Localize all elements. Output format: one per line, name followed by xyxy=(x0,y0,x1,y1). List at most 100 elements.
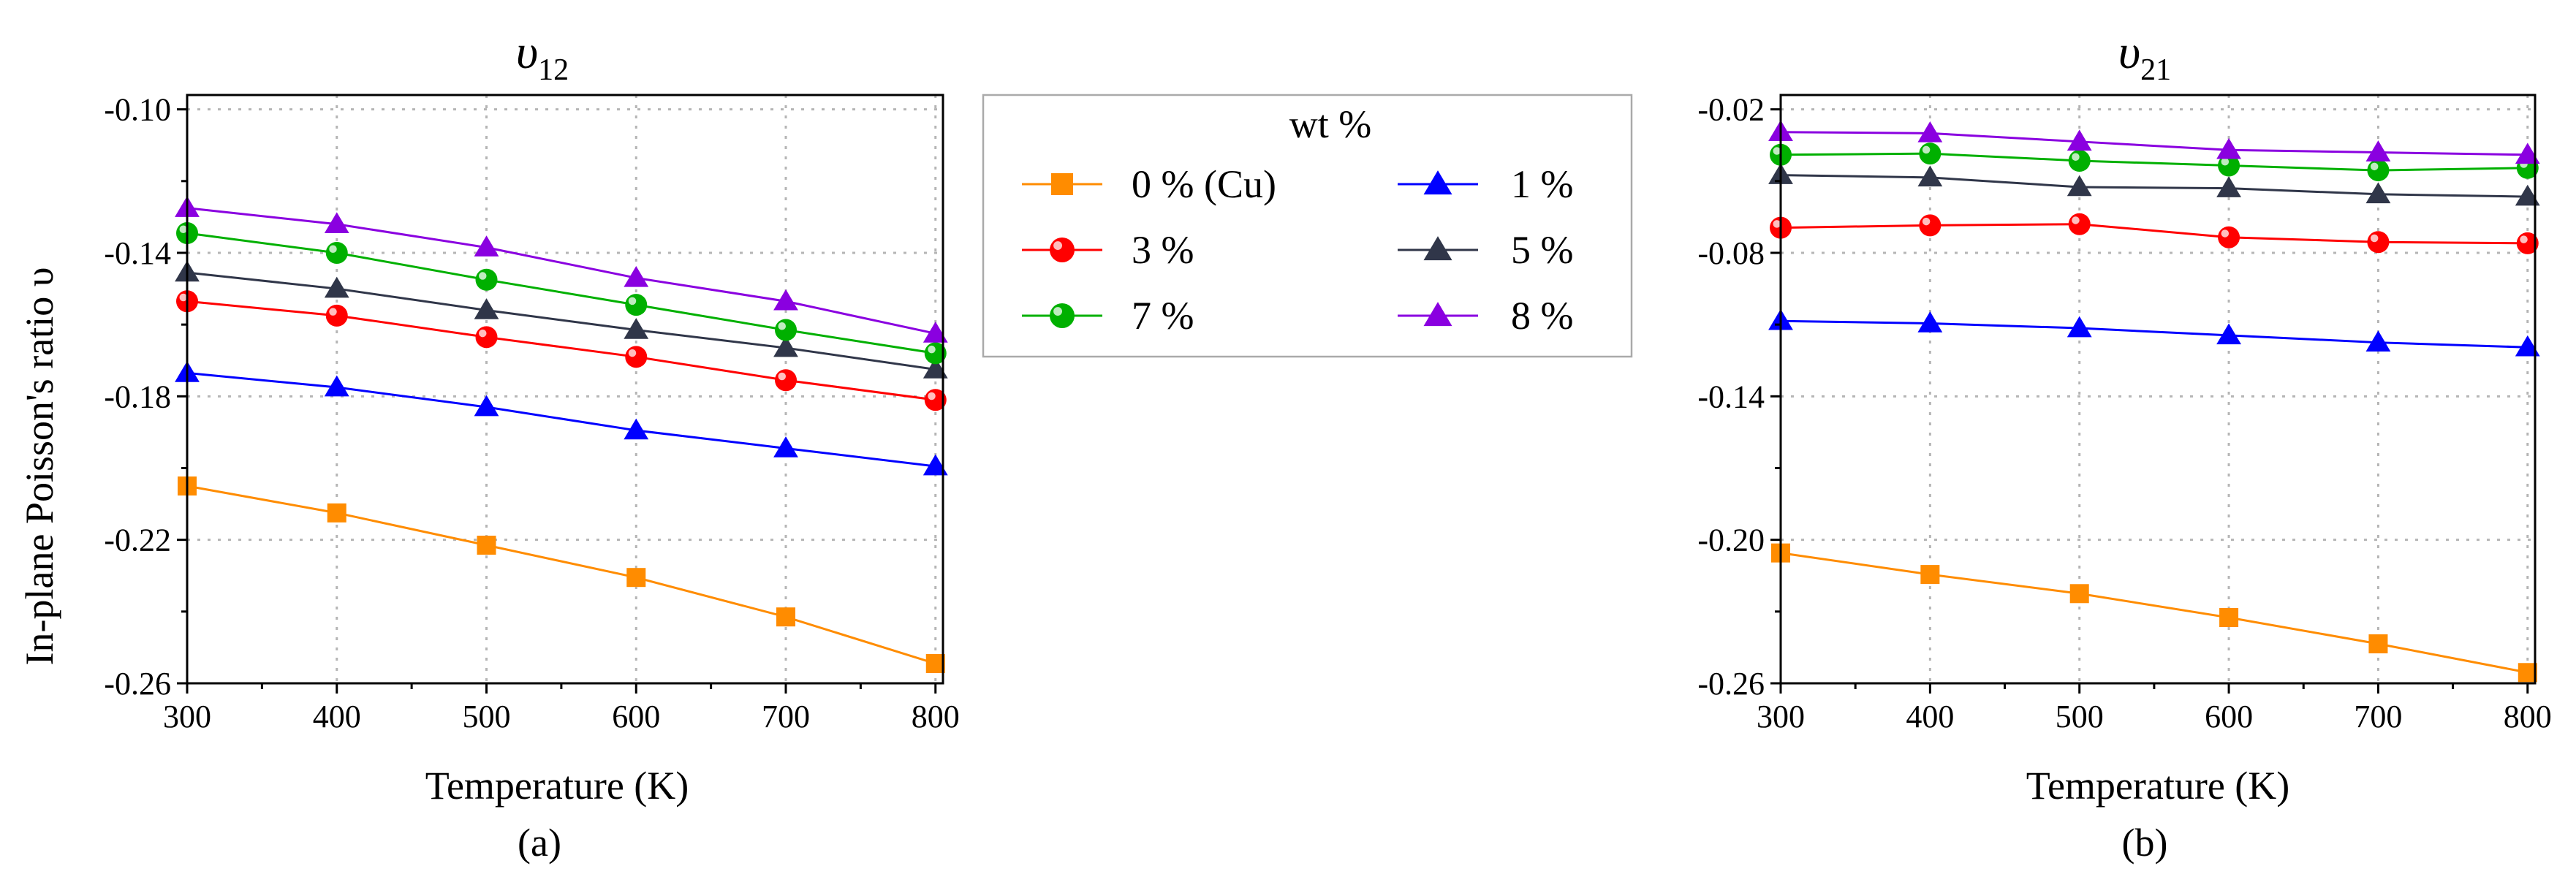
legend-items: 0 % (Cu) 3 % 7 % 1 % 5 % 8 % xyxy=(1022,162,1573,338)
a-series-8-point-400 xyxy=(324,212,349,233)
a-series-1-point-700 xyxy=(773,436,798,457)
b-series-7-point-400 xyxy=(1919,143,1942,165)
a-series-3-point-300-highlight xyxy=(179,293,187,302)
a-series-3-point-600 xyxy=(625,346,648,368)
b-series-8-point-700 xyxy=(2365,140,2391,162)
a-xtick-label-400: 400 xyxy=(313,699,361,734)
a-series-7-point-700 xyxy=(775,319,798,341)
b-series-8-point-800 xyxy=(2515,143,2540,164)
b-series-7-point-500-highlight xyxy=(2072,153,2080,161)
a-series-8-point-500 xyxy=(474,235,499,257)
b-series-7-point-500 xyxy=(2068,149,2091,172)
a-series-5-point-500 xyxy=(474,298,499,319)
b-series-5-point-400 xyxy=(1917,165,1943,187)
b-xtick-label-400: 400 xyxy=(1906,699,1954,734)
panel-a-ylabel: In-plane Poisson's ratio υ xyxy=(18,267,61,666)
panel-a-plot: 300 400 500 600 700 800 -0.26 -0.22 -0.18 -0.14 -0… xyxy=(104,92,959,734)
b-series-7-point-600-highlight xyxy=(2221,158,2230,166)
a-series-7-point-600 xyxy=(625,294,648,316)
a-xtick-label-600: 600 xyxy=(612,699,660,734)
b-series-8-point-600 xyxy=(2216,137,2241,159)
a-xtick-label-800: 800 xyxy=(912,699,960,734)
b-series-3-point-300-highlight xyxy=(1773,220,1781,228)
legend-entry-8-label: 8 % xyxy=(1511,294,1573,338)
a-series-1-point-800 xyxy=(923,454,948,476)
b-series-5-line xyxy=(1780,174,2528,198)
legend-entry-0-cu-label: 0 % (Cu) xyxy=(1132,162,1276,206)
a-series-1-point-600 xyxy=(624,418,649,440)
a-series-0-cu-line xyxy=(186,485,936,665)
a-series-7-point-400 xyxy=(325,241,348,264)
a-series-8-point-800 xyxy=(923,322,948,343)
a-series-1-point-400 xyxy=(324,375,349,397)
b-series-1-point-800 xyxy=(2515,335,2540,357)
legend-title: wt % xyxy=(1289,102,1371,146)
a-ytick-label-2: -0.18 xyxy=(104,379,171,414)
b-series-3-point-700-highlight xyxy=(2370,234,2379,243)
b-series-7-point-700 xyxy=(2367,159,2390,182)
legend-entry-1-marker xyxy=(1423,170,1452,195)
panel-b-label: (b) xyxy=(2122,821,2168,865)
a-series-0-cu-point-700 xyxy=(776,607,796,627)
b-xtick-label-300: 300 xyxy=(1757,699,1805,734)
a-series-0-cu-point-400 xyxy=(327,503,346,523)
b-ytick-label-3: -0.08 xyxy=(1697,235,1765,271)
a-xtick-label-700: 700 xyxy=(762,699,810,734)
panel-b-xlabel: Temperature (K) xyxy=(2026,764,2290,808)
b-series-1-line xyxy=(1780,319,2528,349)
panel-a-xlabel: Temperature (K) xyxy=(425,764,689,808)
b-series-1-point-600 xyxy=(2216,323,2241,345)
legend-entry-3-marker xyxy=(1050,238,1075,262)
a-ytick-label-1: -0.22 xyxy=(104,523,171,558)
b-series-3-point-400 xyxy=(1919,214,1942,237)
b-series-7-point-700-highlight xyxy=(2370,162,2379,171)
legend-entry-0-cu-marker xyxy=(1051,173,1073,195)
a-series-3-point-400 xyxy=(325,304,348,327)
a-series-8-point-600 xyxy=(624,265,649,287)
a-series-1-point-500 xyxy=(474,395,499,417)
a-series-7-point-500 xyxy=(475,268,498,291)
b-series-3-line xyxy=(1780,223,2528,245)
a-series-3-point-400-highlight xyxy=(329,308,337,316)
b-xtick-label-600: 600 xyxy=(2205,699,2253,734)
a-series-5-point-700 xyxy=(773,335,798,357)
panel-b: υ21 300 400 500 600 700 800 -0.26 -0.20 -0.14 -0.… xyxy=(1697,26,2551,865)
b-series-3-point-700 xyxy=(2367,231,2390,254)
legend-entry-3-marker-highlight xyxy=(1053,241,1063,250)
legend-entry-5-label: 5 % xyxy=(1511,228,1573,272)
b-series-3-point-500-highlight xyxy=(2072,216,2080,224)
b-series-8-point-400 xyxy=(1917,121,1943,143)
legend-entry-7-marker-highlight xyxy=(1053,307,1063,316)
a-series-5-point-400 xyxy=(324,276,349,298)
b-series-3-point-600 xyxy=(2218,226,2240,248)
a-series-3-point-800-highlight xyxy=(928,392,936,400)
a-series-8-point-700 xyxy=(773,289,798,311)
a-series-3-point-600-highlight xyxy=(628,349,637,357)
b-series-5-point-500 xyxy=(2067,175,2092,197)
a-axes-frame xyxy=(186,94,944,685)
a-ytick-label-3: -0.14 xyxy=(104,235,171,271)
b-xtick-label-700: 700 xyxy=(2354,699,2402,734)
b-series-5-point-600 xyxy=(2216,176,2241,197)
b-series-3-point-600-highlight xyxy=(2221,229,2230,238)
b-series-0-cu-point-800 xyxy=(2518,663,2537,683)
b-series-0-cu-point-500 xyxy=(2069,584,2089,604)
legend-entry-1-label: 1 % xyxy=(1511,162,1573,206)
a-ytick-label-0: -0.26 xyxy=(104,666,171,702)
panel-a-title: υ12 xyxy=(516,26,569,87)
a-series-3-point-500 xyxy=(475,326,498,349)
a-series-1-line xyxy=(186,371,936,468)
b-series-0-cu-point-700 xyxy=(2368,634,2388,654)
a-series-5-point-600 xyxy=(624,318,649,339)
a-series-8-line xyxy=(186,207,936,335)
b-series-1-point-700 xyxy=(2365,330,2391,352)
b-axes-frame xyxy=(1779,94,2537,685)
a-xtick-label-300: 300 xyxy=(163,699,211,734)
legend: wt % 0 % (Cu) 3 % 7 % 1 % 5 % 8 % xyxy=(982,94,1633,358)
b-xtick-label-800: 800 xyxy=(2504,699,2552,734)
a-series-3-line xyxy=(186,300,936,401)
b-ytick-label-2: -0.14 xyxy=(1697,379,1765,414)
a-xtick-label-500: 500 xyxy=(463,699,511,734)
b-series-1-point-400 xyxy=(1917,311,1943,333)
b-series-5-point-700 xyxy=(2365,182,2391,204)
